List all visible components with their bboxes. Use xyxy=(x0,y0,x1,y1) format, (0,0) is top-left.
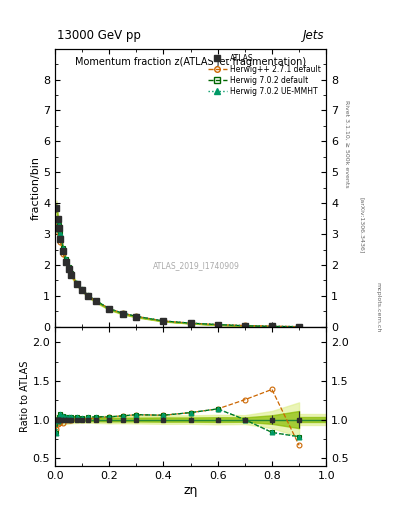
Text: Jets: Jets xyxy=(303,29,324,42)
Text: ATLAS_2019_I1740909: ATLAS_2019_I1740909 xyxy=(152,261,239,270)
Text: Rivet 3.1.10, ≥ 500k events: Rivet 3.1.10, ≥ 500k events xyxy=(344,99,349,187)
X-axis label: zη: zη xyxy=(184,483,198,497)
Text: mcplots.cern.ch: mcplots.cern.ch xyxy=(375,282,380,332)
Text: Momentum fraction z(ATLAS jet fragmentation): Momentum fraction z(ATLAS jet fragmentat… xyxy=(75,57,306,67)
Y-axis label: fraction/bin: fraction/bin xyxy=(30,156,40,220)
Text: 13000 GeV pp: 13000 GeV pp xyxy=(57,29,141,42)
Legend: ATLAS, Herwig++ 2.7.1 default, Herwig 7.0.2 default, Herwig 7.0.2 UE-MMHT: ATLAS, Herwig++ 2.7.1 default, Herwig 7.… xyxy=(206,52,322,97)
Y-axis label: Ratio to ATLAS: Ratio to ATLAS xyxy=(20,360,29,432)
Text: [arXiv:1306.3436]: [arXiv:1306.3436] xyxy=(360,197,365,253)
